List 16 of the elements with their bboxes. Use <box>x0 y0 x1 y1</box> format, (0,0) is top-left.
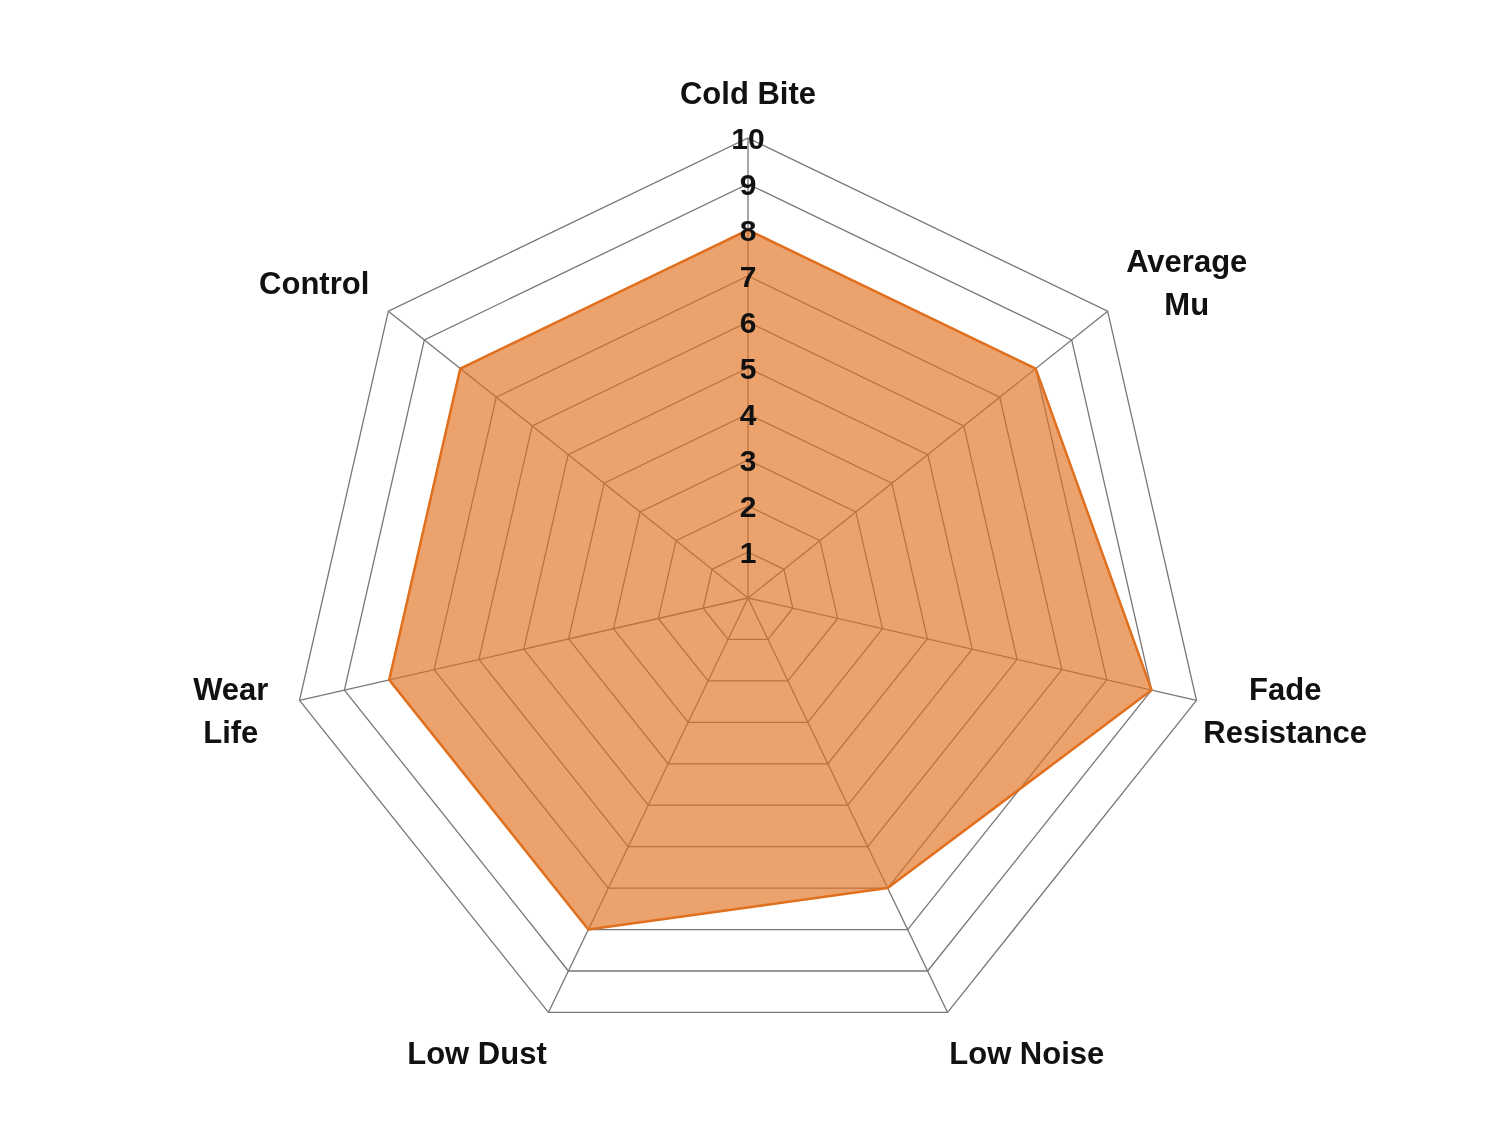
spoke-label: Cold Bite <box>679 75 817 111</box>
spoke-label: Average Mu <box>1126 244 1248 323</box>
spoke-label: Low Dust <box>407 1035 547 1071</box>
y-tick-label: 2 <box>739 489 757 523</box>
y-tick-label: 4 <box>739 397 757 431</box>
y-tick-label: 7 <box>739 259 757 293</box>
spoke-label: Low Noise <box>949 1035 1105 1071</box>
y-tick-label: 3 <box>739 443 757 477</box>
y-tick-label: 9 <box>739 167 757 201</box>
spoke-label: Wear Life <box>193 671 269 750</box>
spoke-label: Fade Resistance <box>1203 671 1368 750</box>
y-tick-label: 1 <box>739 535 757 569</box>
y-tick-label: 10 <box>731 121 765 155</box>
y-tick-label: 5 <box>739 351 757 385</box>
spoke-label: Control <box>259 265 370 301</box>
y-tick-label: 6 <box>739 305 757 339</box>
